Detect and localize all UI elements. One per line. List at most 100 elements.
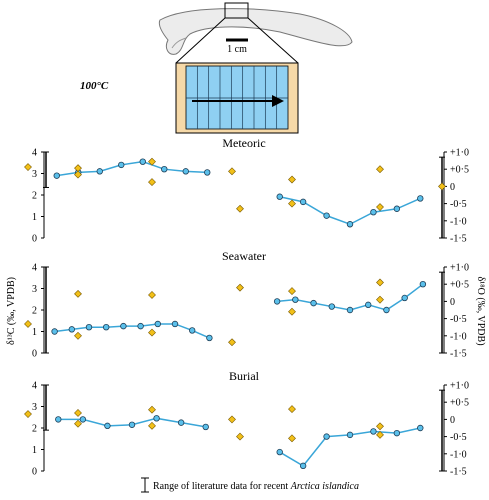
carbon-point: [68, 326, 75, 333]
sample-block: [175, 62, 299, 134]
oxygen-point: [328, 303, 335, 310]
left-tick-label: 0: [32, 234, 37, 245]
carbon-literature-point: [228, 415, 236, 424]
carbon-literature-point: [148, 328, 156, 337]
oxygen-point: [365, 301, 372, 309]
oxygen-literature-point: [236, 204, 244, 213]
carbon-literature-point: [148, 178, 156, 187]
right-tick-label: 0: [450, 415, 455, 426]
left-tick-label: 0: [32, 349, 37, 360]
left-tick-label: 3: [32, 169, 37, 180]
oxygen-point: [299, 462, 307, 470]
carbon-point: [188, 327, 196, 334]
carbon-literature-point: [148, 421, 156, 430]
oxygen-point: [273, 298, 281, 305]
oxygen-literature-point: [288, 175, 296, 184]
oxygen-point: [346, 431, 354, 439]
carbon-point: [137, 322, 144, 330]
carbon-series-line: [56, 160, 208, 177]
carbon-point: [171, 320, 179, 328]
oxygen-point: [346, 306, 354, 314]
carbon-literature-point: [228, 167, 236, 176]
panel-title: Seawater: [222, 249, 266, 263]
carbon-point: [55, 416, 62, 423]
carbon-point: [206, 334, 213, 342]
right-tick-label: +1·0: [450, 263, 469, 274]
oxygen-literature-point: [288, 434, 296, 443]
carbon-point: [202, 423, 209, 431]
temperature-label: 100°C: [80, 80, 109, 92]
oxygen-point: [323, 433, 330, 440]
carbon-point: [128, 421, 136, 428]
panel-seawater: Seawater 0 1 2 3 4 +1·0 +0·5 0 -0·5 -1·0 -1·5: [24, 249, 469, 360]
oxygen-point: [276, 193, 283, 200]
scale-label: 1 cm: [227, 44, 247, 55]
right-tick-label: -1·5: [450, 467, 467, 478]
panel-title: Meteoric: [222, 136, 265, 150]
right-tick-label: -1·0: [450, 331, 467, 342]
right-tick-label: -1·0: [450, 216, 467, 227]
carbon-point: [118, 161, 125, 169]
carbon-point: [153, 415, 160, 422]
oxygen-literature-point: [236, 283, 244, 292]
panel-meteoric: Meteoric 0 1 2 3 4 +1·0 +0·5 0 -0·5 -1·0 -1·5: [24, 136, 469, 245]
oxygen-point: [276, 448, 283, 456]
oxygen-point: [393, 205, 401, 212]
carbon-point: [154, 320, 161, 328]
legend: Range of literature data for recent Arct…: [141, 477, 359, 493]
right-tick-label: -1·5: [450, 234, 467, 245]
right-axis-title: δ¹⁸O (‰, VPDB): [475, 276, 486, 345]
carbon-point: [177, 419, 185, 426]
oxygen-literature-point: [376, 295, 384, 304]
oxygen-point: [370, 428, 377, 435]
oxygen-literature-point: [288, 405, 296, 414]
carbon-point: [102, 324, 110, 331]
carbon-point: [182, 168, 189, 175]
oxygen-literature-point: [288, 199, 296, 208]
left-tick-label: 2: [32, 191, 37, 202]
oxygen-point: [417, 424, 424, 432]
right-tick-label: +1·0: [450, 148, 469, 159]
shell-illustration: 1 cm: [158, 2, 353, 64]
carbon-literature-point: [148, 291, 156, 299]
oxygen-point: [419, 281, 427, 288]
left-tick-label: 0: [32, 467, 37, 478]
carbon-literature-point: [24, 320, 32, 328]
left-axis-title: δ¹³C (‰, VPDB): [6, 277, 17, 345]
oxygen-literature-point: [438, 182, 446, 191]
oxygen-literature-point: [376, 165, 384, 174]
carbon-literature-point: [74, 331, 82, 340]
legend-text: Range of literature data for recent Arct…: [153, 481, 359, 492]
oxygen-point: [299, 198, 307, 206]
carbon-point: [204, 169, 211, 176]
oxygen-literature-point: [376, 430, 384, 439]
carbon-literature-point: [24, 163, 32, 171]
oxygen-literature-point: [376, 278, 384, 287]
right-tick-label: -0·5: [450, 199, 467, 210]
carbon-literature-point: [148, 405, 156, 414]
oxygen-point: [417, 195, 424, 202]
right-tick-label: 0: [450, 182, 455, 193]
right-tick-label: +1·0: [450, 381, 469, 392]
carbon-point: [139, 158, 146, 165]
left-tick-label: 3: [32, 402, 37, 413]
right-tick-label: -1·5: [450, 349, 467, 360]
left-tick-label: 1: [32, 327, 37, 338]
left-tick-label: 2: [32, 424, 37, 435]
right-tick-label: +0·5: [450, 398, 469, 409]
panel-title: Burial: [229, 369, 260, 383]
carbon-literature-point: [148, 157, 156, 166]
carbon-point: [51, 328, 58, 335]
carbon-literature-point: [74, 419, 82, 428]
carbon-point: [161, 165, 168, 173]
left-tick-label: 1: [32, 445, 37, 456]
oxygen-literature-point: [288, 307, 296, 316]
carbon-point: [79, 416, 87, 423]
arrowhead-icon: [272, 95, 284, 107]
panel-burial: Burial 0 1 2 3 4 +1·0 +0·5 0 -0·5 -1·0 -1·5: [24, 369, 469, 478]
carbon-point: [53, 172, 60, 179]
oxygen-point: [401, 294, 408, 302]
carbon-point: [96, 168, 103, 175]
carbon-literature-point: [74, 289, 82, 298]
oxygen-point: [370, 208, 377, 216]
